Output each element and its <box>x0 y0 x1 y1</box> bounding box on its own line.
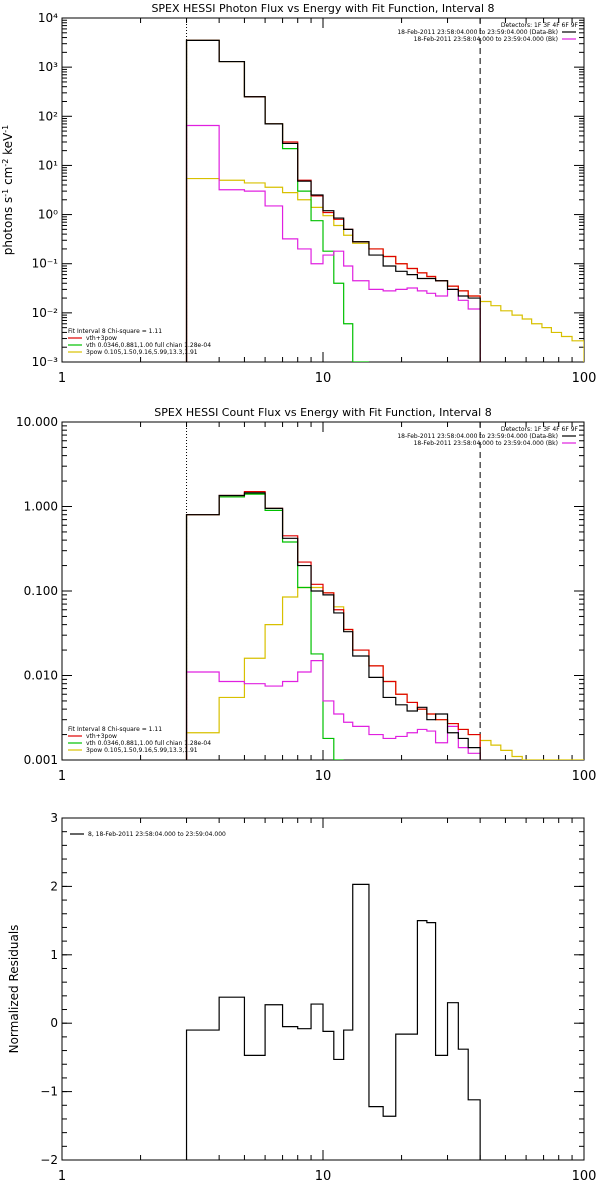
photon-series-vth-3pow <box>185 39 481 362</box>
photon-series-bk <box>185 124 481 362</box>
photon-chart: SPEX HESSI Photon Flux vs Energy with Fi… <box>1 2 597 386</box>
photon-series-vth <box>185 39 369 362</box>
count-ytick-label: 0.100 <box>24 584 58 598</box>
photon-legend-line: Fit Interval 8 Chi-square = 1.11 <box>68 328 162 335</box>
photon-ytick-label: 10⁰ <box>38 208 58 222</box>
resid-series-residuals <box>185 883 481 1160</box>
photon-legend-line: 3pow 0.105,1.50,9.16,5.99,13.3,1.91 <box>86 349 198 356</box>
photon-xtick-label: 10 <box>315 371 332 386</box>
resid-xtick-label: 10 <box>315 1169 332 1184</box>
count-xtick-label: 100 <box>572 769 597 784</box>
resid-ytick-label: 0 <box>50 1016 58 1030</box>
photon-legend-line: vth+3pow <box>86 335 117 342</box>
count-legend-line: 3pow 0.105,1.50,9.16,5.99,13.3,1.91 <box>86 747 198 754</box>
count-series-bk <box>185 660 481 760</box>
count-legend-line: vth 0.0346,0.881,1.00 full chian 1.28e-0… <box>86 740 211 747</box>
photon-header-line: 18-Feb-2011 23:58:04.000 to 23:59:04.000… <box>414 36 558 43</box>
photon-ytick-label: 10¹ <box>38 158 58 172</box>
count-header-line: 18-Feb-2011 23:58:04.000 to 23:59:04.000… <box>414 440 558 447</box>
count-series-group <box>185 491 584 760</box>
count-series-data-bk <box>185 492 481 760</box>
resid-ytick-label: 3 <box>50 811 58 825</box>
resid-ytick-label: −2 <box>40 1153 58 1167</box>
photon-xtick-label: 100 <box>572 371 597 386</box>
photon-series-data-bk <box>185 39 481 362</box>
count-header-line: Detectors: 1F 3F 4F 6F 9F <box>501 426 579 433</box>
count-xtick-label: 10 <box>315 769 332 784</box>
resid-xtick-label: 1 <box>58 1169 66 1184</box>
photon-legend-line: vth 0.0346,0.881,1.00 full chian 1.28e-0… <box>86 342 211 349</box>
count-legend-line: Fit Interval 8 Chi-square = 1.11 <box>68 726 162 733</box>
count-ytick-label: 0.010 <box>24 669 58 683</box>
photon-ytick-label: 10⁴ <box>38 11 58 25</box>
resid-ytick-label: 2 <box>50 879 58 893</box>
photon-header-line: 18-Feb-2011 23:58:04.000 to 23:59:04.000… <box>397 29 558 36</box>
resid-frame <box>61 817 585 1161</box>
count-ytick-label: 0.001 <box>24 753 58 767</box>
photon-ytick-label: 10⁻² <box>32 306 59 320</box>
photon-ytick-label: 10³ <box>38 60 58 74</box>
photon-xtick-label: 1 <box>58 371 66 386</box>
count-legend-line: vth+3pow <box>86 733 117 740</box>
photon-ytick-label: 10² <box>38 109 58 123</box>
photon-title: SPEX HESSI Photon Flux vs Energy with Fi… <box>151 2 494 15</box>
resid-ytick-label: 1 <box>50 948 58 962</box>
count-chart: SPEX HESSI Count Flux vs Energy with Fit… <box>16 406 596 784</box>
resid-chart: Normalized Residuals 1 10 100 −2 −1 0 1 2 3 8, 18-… <box>7 811 596 1184</box>
resid-legend-line: 8, 18-Feb-2011 23:58:04.000 to 23:59:04.… <box>88 831 226 838</box>
photon-header-line: Detectors: 1F 3F 4F 6F 9F <box>501 22 579 29</box>
resid-series-group <box>185 883 481 1160</box>
count-ytick-label: 10.000 <box>16 415 58 429</box>
photon-ytick-label: 10⁻³ <box>32 355 59 369</box>
resid-ytick-label: −1 <box>40 1085 58 1099</box>
resid-ylabel: Normalized Residuals <box>7 925 21 1054</box>
photon-ylabel: photons s-1 cm-2 keV-1 <box>1 125 16 256</box>
count-ytick-label: 1.000 <box>24 500 58 514</box>
photon-series-group <box>185 39 584 362</box>
count-header-line: 18-Feb-2011 23:58:04.000 to 23:59:04.000… <box>397 433 558 440</box>
count-xtick-label: 1 <box>58 769 66 784</box>
count-title: SPEX HESSI Count Flux vs Energy with Fit… <box>154 406 491 419</box>
resid-xtick-label: 100 <box>572 1169 597 1184</box>
photon-ytick-label: 10⁻¹ <box>32 257 59 271</box>
photon-series-3pow <box>185 177 584 362</box>
count-series-3pow <box>185 586 584 760</box>
